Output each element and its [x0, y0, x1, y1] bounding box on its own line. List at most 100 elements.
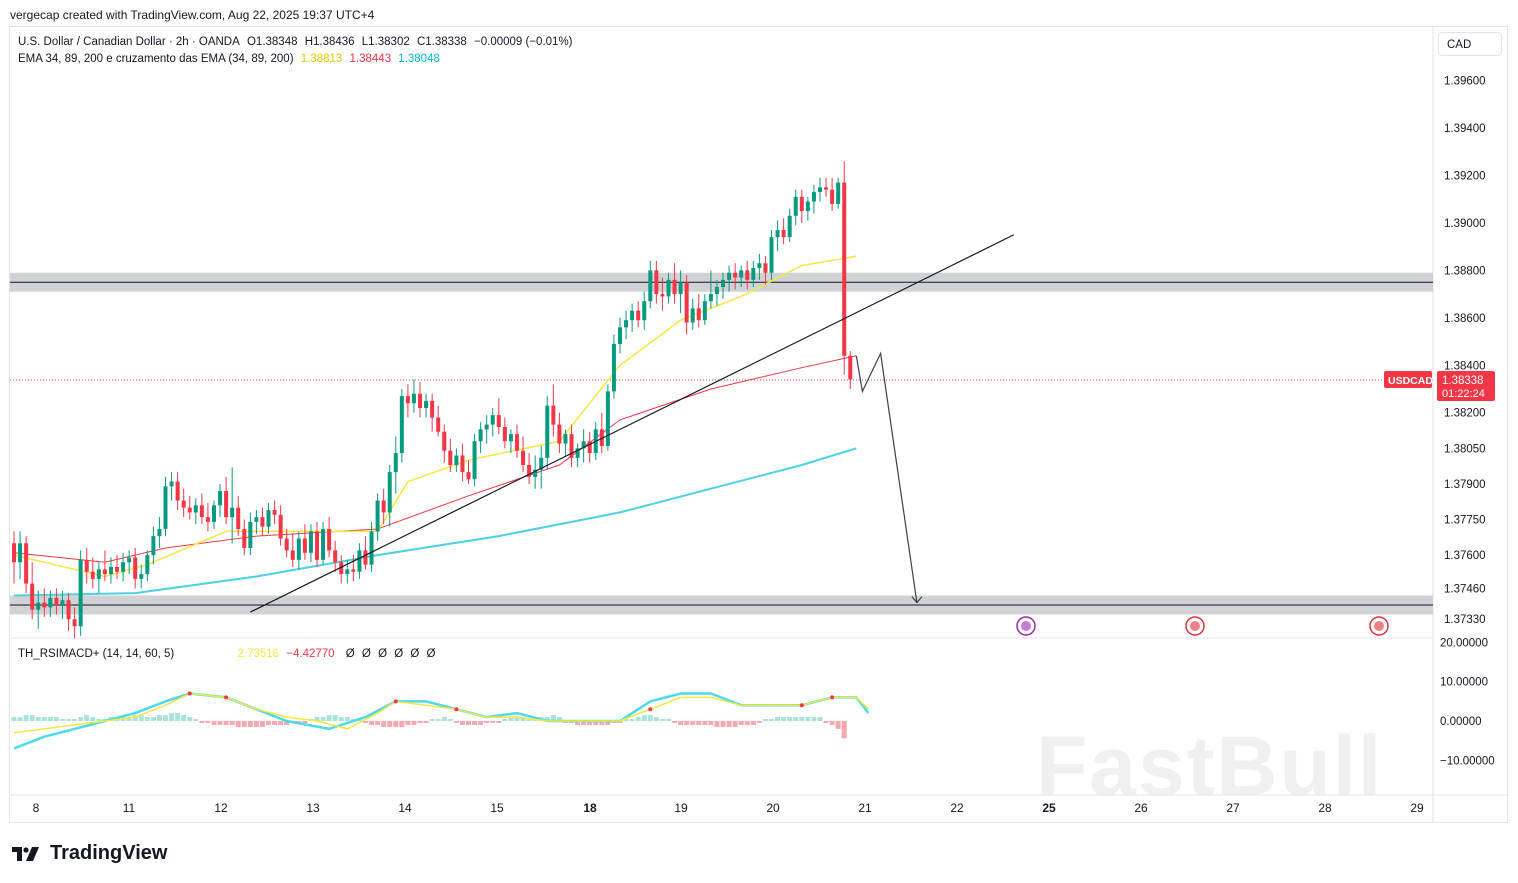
candle-body — [587, 441, 592, 454]
candle-body — [581, 441, 586, 449]
osc-signal-dot — [187, 691, 192, 696]
indicator-legend[interactable]: TH_RSIMACD+ (14, 14, 60, 5) 2.73516 −4.4… — [18, 648, 440, 660]
candle-body — [321, 529, 326, 560]
candle-body — [272, 510, 277, 515]
candle-body — [708, 294, 713, 302]
osc-histogram-bar — [66, 719, 72, 721]
osc-histogram-bar — [247, 721, 253, 727]
osc-histogram-bar — [35, 717, 41, 721]
osc-histogram-bar — [738, 721, 744, 725]
candle-body — [78, 559, 83, 627]
candle-body — [739, 270, 744, 278]
osc-signal-dot — [799, 703, 804, 708]
price-tick-label: 1.39400 — [1444, 123, 1486, 135]
candle-body — [30, 583, 35, 610]
osc-histogram-bar — [156, 715, 162, 721]
candle-body — [175, 481, 180, 501]
price-tick-label: 1.38400 — [1444, 360, 1486, 372]
osc-histogram-bar — [641, 715, 647, 721]
candle-body — [387, 472, 392, 513]
indicator-zero: Ø — [410, 648, 420, 660]
time-tick-label: 11 — [123, 801, 136, 815]
candle-body — [145, 555, 150, 575]
indicator-zero: Ø — [394, 648, 404, 660]
candle-body — [18, 543, 23, 563]
candle-body — [478, 429, 483, 442]
logo-text: TradingView — [50, 842, 168, 864]
candle-body — [757, 263, 762, 268]
price-tick-label: 1.38050 — [1444, 443, 1486, 455]
osc-histogram-bar — [672, 721, 678, 723]
candle-body — [648, 270, 653, 302]
price-tick-label: 1.37330 — [1444, 614, 1486, 626]
osc-histogram-bar — [405, 721, 411, 725]
projection-path — [855, 351, 918, 603]
candle-body — [302, 538, 307, 553]
osc-histogram-bar — [411, 721, 417, 725]
osc-histogram-bar — [514, 717, 520, 721]
osc-histogram-bar — [484, 721, 490, 723]
currency-selector[interactable]: CAD — [1438, 32, 1502, 56]
price-badge-countdown: 01:22:24 — [1442, 388, 1485, 400]
osc-histogram-bar — [72, 719, 78, 721]
candle-body — [345, 569, 350, 575]
price-tick-label: 1.37460 — [1444, 583, 1486, 595]
candle-body — [642, 301, 647, 321]
candle-body — [508, 434, 513, 442]
candle-body — [242, 529, 247, 549]
osc-histogram-bar — [381, 721, 387, 727]
osc-histogram-bar — [653, 717, 659, 721]
osc-histogram-bar — [508, 717, 514, 721]
osc-histogram-bar — [544, 717, 550, 721]
candle-body — [545, 405, 550, 458]
osc-histogram-bar — [781, 717, 787, 721]
osc-histogram-bar — [490, 721, 496, 723]
time-tick-label: 13 — [306, 801, 320, 815]
ohlc-open: O1.38348 — [246, 36, 298, 48]
osc-histogram-bar — [253, 721, 259, 727]
candle-body — [793, 196, 798, 216]
candle-body — [557, 424, 562, 444]
candle-body — [624, 320, 629, 328]
ema-legend[interactable]: EMA 34, 89, 200 e cruzamento das EMA (34… — [18, 53, 444, 65]
candle-body — [811, 192, 816, 202]
osc-histogram-bar — [556, 717, 562, 721]
tradingview-logo[interactable]: TradingView — [12, 842, 167, 865]
osc-histogram-bar — [441, 717, 447, 721]
candle-body — [193, 505, 198, 513]
candle-body — [666, 279, 671, 297]
osc-histogram-bar — [144, 717, 150, 721]
indicator-label: TH_RSIMACD+ (14, 14, 60, 5) — [18, 648, 175, 660]
candle-body — [454, 455, 459, 465]
osc-histogram-bar — [605, 721, 611, 725]
trendline — [250, 234, 1015, 613]
osc-histogram-bar — [84, 715, 90, 721]
candle-body — [769, 237, 774, 273]
candle-body — [448, 450, 453, 465]
price-tick-label: 1.38600 — [1444, 313, 1486, 325]
osc-histogram-bar — [205, 721, 211, 723]
osc-histogram-bar — [453, 721, 459, 723]
projection-arrowhead — [911, 596, 923, 604]
candle-body — [411, 393, 416, 404]
candle-body — [375, 500, 380, 532]
candle-body — [605, 391, 610, 446]
candle-body — [181, 500, 186, 508]
ema200-line — [13, 447, 857, 597]
osc-histogram-bar — [769, 719, 774, 721]
candle-body — [393, 453, 398, 473]
osc-histogram-bar — [817, 717, 823, 721]
candle-body — [442, 431, 447, 451]
candle-body — [496, 415, 501, 427]
osc-tick-label: 0.00000 — [1440, 716, 1482, 728]
osc-histogram-bar — [575, 721, 581, 725]
candle-body — [224, 491, 229, 518]
candle-body — [327, 529, 332, 551]
symbol-legend[interactable]: U.S. Dollar / Canadian Dollar · 2h · OAN… — [18, 36, 577, 48]
candle-body — [618, 327, 622, 344]
osc-histogram-bar — [78, 717, 84, 721]
candle-body — [363, 550, 368, 565]
price-badge — [1437, 371, 1495, 401]
candle-body — [611, 343, 616, 392]
